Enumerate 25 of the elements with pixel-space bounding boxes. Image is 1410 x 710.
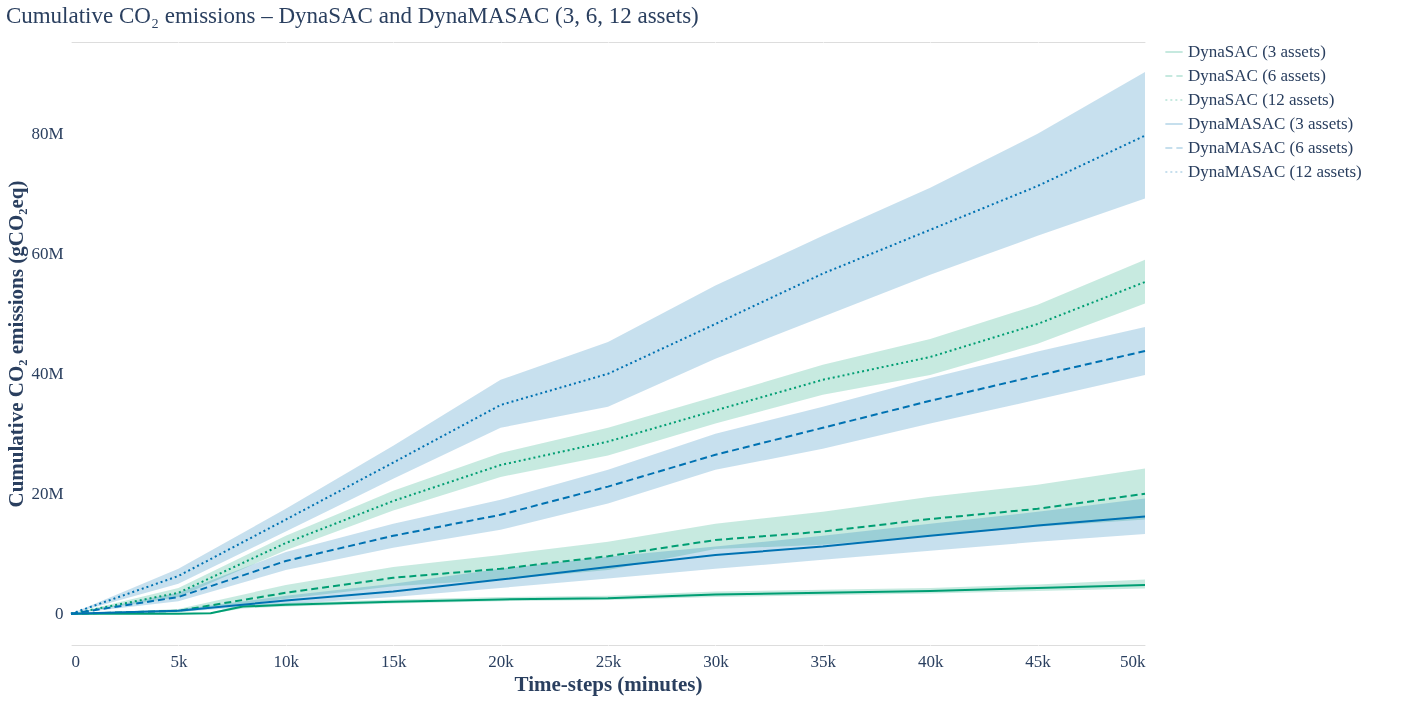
x-tick-label: 20k: [488, 651, 515, 671]
x-tick-label: 45k: [1025, 651, 1052, 671]
legend-label: DynaMASAC (12 assets): [1188, 162, 1362, 181]
x-tick-label: 50k: [1120, 651, 1146, 671]
legend-label: DynaSAC (6 assets): [1188, 66, 1326, 85]
y-tick-label: 80M: [31, 124, 64, 144]
legend-label: DynaMASAC (3 assets): [1188, 114, 1354, 133]
y-tick-label: 20M: [31, 484, 64, 504]
legend-label: DynaMASAC (6 assets): [1188, 138, 1354, 157]
x-tick-label: 10k: [273, 651, 300, 671]
x-tick-label: 40k: [917, 651, 944, 671]
x-tick-label: 30k: [703, 651, 730, 671]
x-tick-label: 5k: [170, 651, 188, 671]
x-tick-label: 15k: [380, 651, 407, 671]
chart-title: Cumulative CO₂ emissions – DynaSAC and DynaMASAC (3, 6, 12 assets): [5, 3, 699, 28]
x-tick-label: 25k: [595, 651, 622, 671]
legend-label: DynaSAC (3 assets): [1188, 42, 1326, 61]
y-tick-label: 0: [55, 604, 64, 624]
x-tick-label: 35k: [810, 651, 837, 671]
legend-label: DynaSAC (12 assets): [1188, 90, 1335, 109]
x-axis-title: Time-steps (minutes): [514, 671, 703, 696]
y-axis-title: Cumulative CO₂ emissions (gCO₂eq): [4, 180, 29, 508]
y-tick-label: 60M: [31, 244, 64, 264]
y-tick-label: 40M: [31, 364, 64, 384]
x-tick-label: 0: [71, 651, 80, 671]
